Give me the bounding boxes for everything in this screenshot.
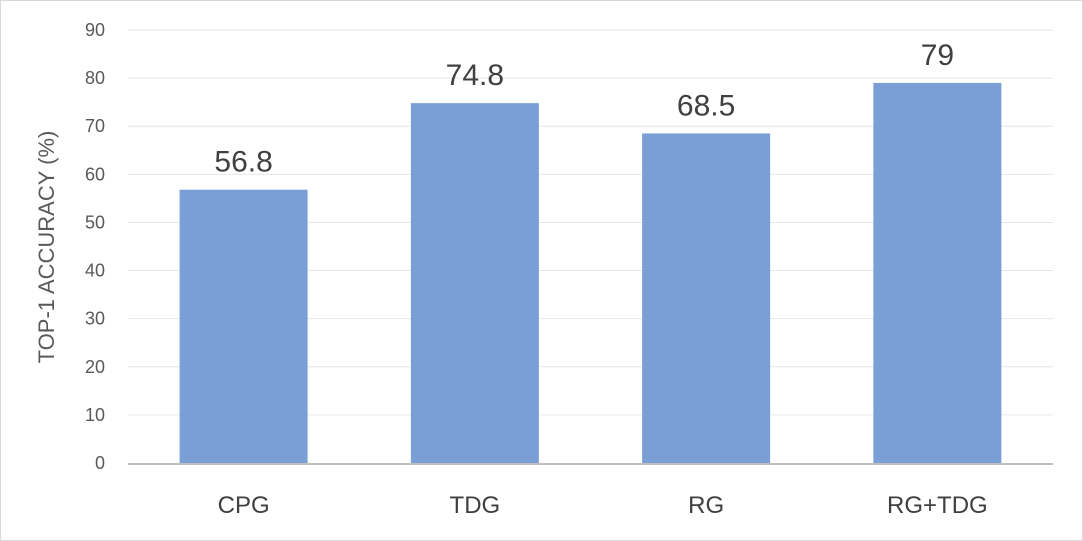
data-labels: 56.8 74.8 68.5 79 <box>214 39 954 179</box>
y-tick-label: 80 <box>85 68 105 88</box>
data-label: 68.5 <box>677 89 735 122</box>
bar-rg-tdg <box>873 82 1002 463</box>
x-tick-label: CPG <box>218 492 270 519</box>
x-tick-label: RG+TDG <box>887 492 988 519</box>
y-tick-label: 30 <box>85 309 105 329</box>
y-tick-label: 50 <box>85 212 105 232</box>
y-tick-label: 10 <box>85 405 105 425</box>
y-tick-label: 0 <box>95 453 105 473</box>
x-tick-label: TDG <box>450 492 501 519</box>
bar-tdg <box>410 103 539 463</box>
bar-rg <box>642 133 771 463</box>
y-tick-label: 90 <box>85 20 105 40</box>
y-tick-label: 60 <box>85 164 105 184</box>
bar-cpg <box>179 189 308 463</box>
data-label: 56.8 <box>214 146 272 179</box>
y-tick-label: 20 <box>85 357 105 377</box>
y-tick-label: 70 <box>85 116 105 136</box>
y-tick-label: 40 <box>85 261 105 281</box>
y-tick-labels: 0 10 20 30 40 50 60 70 80 90 <box>85 20 105 473</box>
x-tick-label: RG <box>688 492 724 519</box>
y-axis-title: TOP-1 ACCURACY (%) <box>34 131 59 364</box>
data-label: 79 <box>921 39 954 72</box>
bars <box>179 82 1002 463</box>
data-label: 74.8 <box>446 59 504 92</box>
x-tick-labels: CPG TDG RG RG+TDG <box>218 492 988 519</box>
